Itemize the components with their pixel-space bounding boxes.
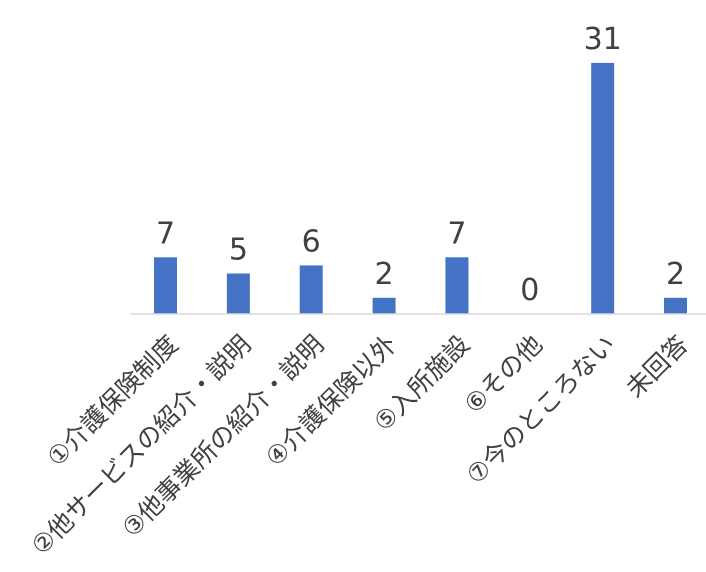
data-label: 6 <box>302 224 321 259</box>
category-label: ①介護保険制度 <box>41 330 183 472</box>
bar <box>154 257 177 314</box>
category-label: ④介護保険以外 <box>260 330 402 472</box>
bar <box>372 297 396 314</box>
data-label: 2 <box>375 257 394 292</box>
value-labels-group: 7 5 6 2 7 0 31 2 <box>156 22 685 308</box>
category-labels-group: ①介護保険制度②他サービスの紹介・説明③他事業所の紹介・説明④介護保険以外⑤入所… <box>26 330 694 561</box>
bars-group <box>154 62 688 315</box>
bar <box>664 297 688 314</box>
data-label: 2 <box>666 257 685 292</box>
bar <box>299 265 323 314</box>
data-label: 7 <box>156 216 175 251</box>
data-label: 0 <box>520 273 539 308</box>
data-label: 7 <box>447 216 466 251</box>
data-label: 31 <box>584 22 622 57</box>
bar <box>591 62 615 315</box>
bar <box>445 257 469 314</box>
bar <box>226 273 250 314</box>
category-label: 未回答 <box>620 330 694 404</box>
data-label: 5 <box>229 233 248 268</box>
